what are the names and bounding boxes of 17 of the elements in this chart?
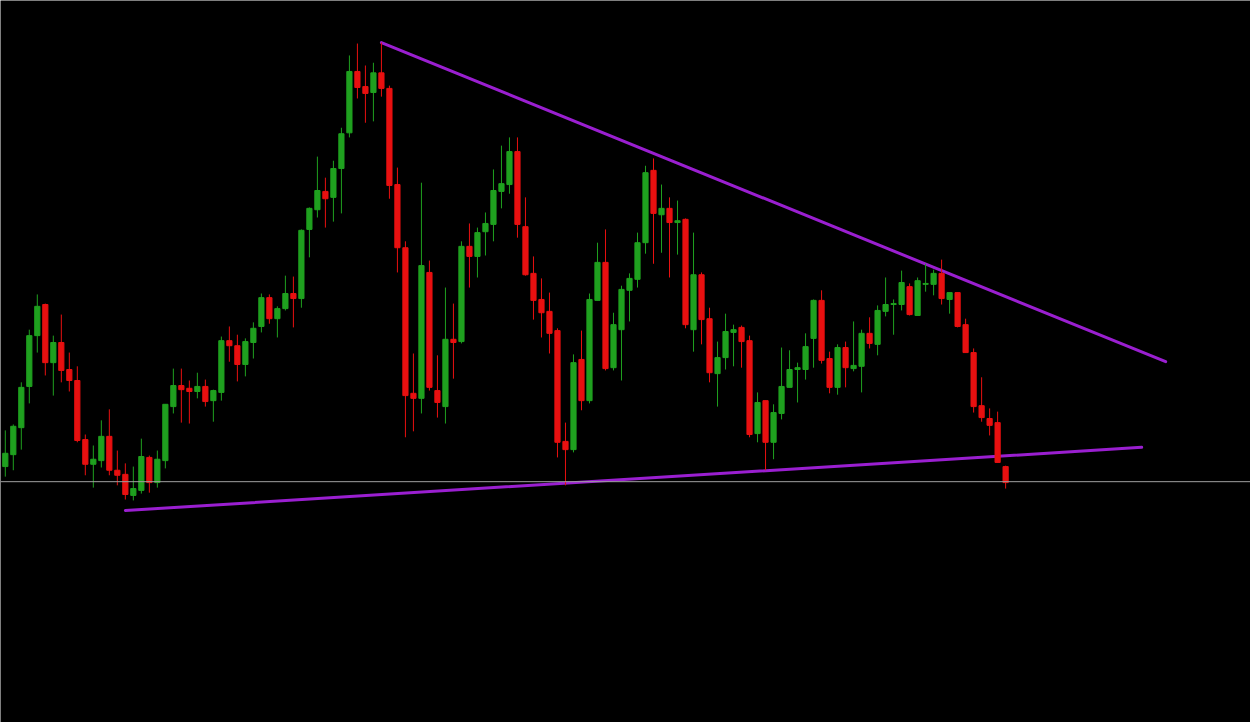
candlestick xyxy=(370,62,377,122)
candlestick xyxy=(946,292,953,315)
candlestick xyxy=(50,335,57,397)
candlestick xyxy=(434,354,441,419)
candlestick xyxy=(194,372,201,399)
candlestick xyxy=(290,276,297,328)
candlestick xyxy=(322,177,329,229)
candlestick xyxy=(474,227,481,278)
candlestick xyxy=(450,303,457,380)
candlestick xyxy=(842,341,849,388)
candlestick xyxy=(658,184,665,254)
candlestick xyxy=(202,379,209,408)
candlestick xyxy=(266,293,273,325)
candlestick xyxy=(666,196,673,278)
candlestick xyxy=(866,316,873,349)
candlestick xyxy=(674,200,681,256)
candlestick xyxy=(466,222,473,289)
